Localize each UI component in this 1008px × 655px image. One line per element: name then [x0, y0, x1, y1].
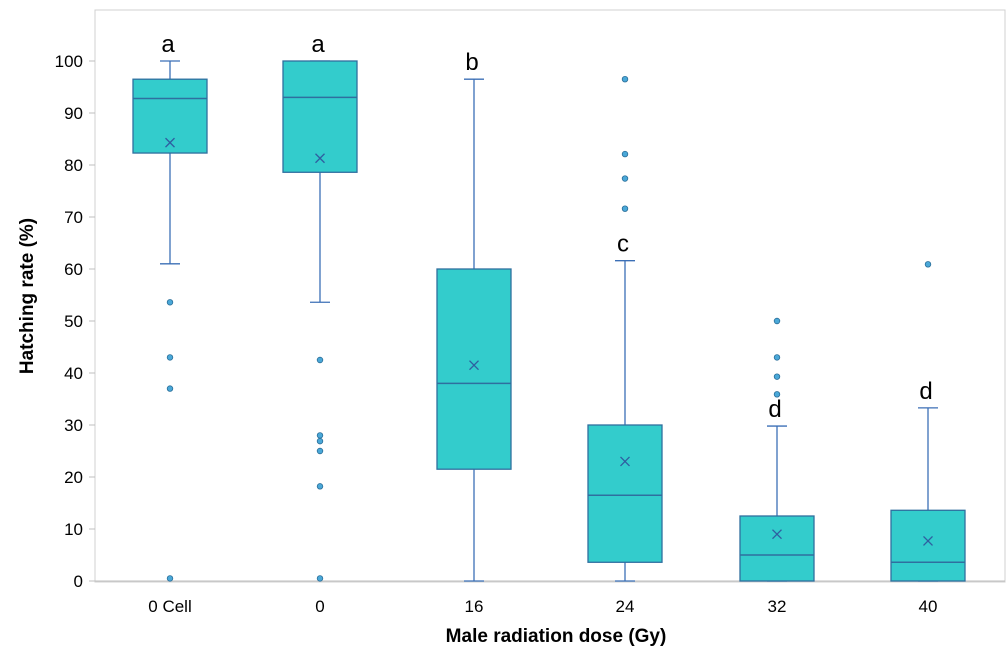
- outlier-point: [316, 356, 324, 364]
- box-group-6: d: [890, 261, 966, 582]
- outlier-point: [773, 354, 781, 361]
- mean-marker: [923, 536, 933, 546]
- outlier-point: [166, 575, 174, 582]
- x-tick-label: 24: [616, 597, 635, 616]
- outlier-point: [773, 317, 781, 325]
- box-group-4: c: [587, 75, 663, 582]
- mean-marker-stroke: [469, 360, 479, 371]
- outlier-point: [773, 391, 781, 398]
- box: [890, 509, 966, 582]
- y-tick-label: 30: [64, 416, 83, 435]
- box-group-5: d: [739, 317, 815, 582]
- mean-marker-stroke: [772, 529, 782, 540]
- box: [739, 515, 815, 582]
- outlier-point: [316, 432, 324, 439]
- box-group-3: b: [436, 49, 512, 582]
- mean-marker-stroke: [620, 456, 630, 467]
- significance-letter: d: [919, 378, 932, 405]
- outlier-point: [621, 175, 629, 182]
- mean-marker: [165, 137, 175, 148]
- x-axis-title: Male radiation dose (Gy): [446, 626, 667, 647]
- box: [132, 78, 208, 154]
- outlier-point: [924, 261, 932, 268]
- y-tick-label: 80: [64, 156, 83, 175]
- significance-letter: a: [161, 31, 175, 58]
- significance-letter: c: [617, 231, 629, 258]
- outlier-point: [316, 437, 324, 445]
- y-tick-label: 10: [64, 520, 83, 539]
- significance-letter: d: [768, 396, 781, 423]
- y-tick-label: 70: [64, 208, 83, 227]
- significance-letter: a: [311, 31, 325, 58]
- y-tick-label: 90: [64, 104, 83, 123]
- outlier-point: [166, 354, 174, 361]
- outlier-point: [166, 385, 174, 392]
- outlier-point: [621, 205, 629, 212]
- mean-marker: [469, 360, 479, 371]
- plot-frame: [94, 9, 1006, 583]
- x-tick-label: 32: [768, 597, 787, 616]
- mean-marker-stroke: [315, 153, 325, 164]
- mean-marker: [315, 153, 325, 164]
- y-tick-label: 100: [55, 52, 83, 71]
- outlier-point: [621, 75, 629, 83]
- x-tick-label: 40: [919, 597, 938, 616]
- y-tick-label: 0: [74, 572, 83, 591]
- outlier-point: [773, 373, 781, 380]
- y-axis: 0 10 20 30 40 50 60 70 80 90 100: [55, 52, 95, 591]
- box-group-2: a: [282, 31, 358, 582]
- mean-marker-stroke: [923, 536, 933, 546]
- x-tick-label: 16: [465, 597, 484, 616]
- outlier-point: [316, 483, 324, 490]
- x-axis: 0 Cell 0 16 24 32 40: [95, 580, 1005, 616]
- y-tick-label: 50: [64, 312, 83, 331]
- mean-marker-stroke: [165, 137, 175, 148]
- outlier-point: [316, 447, 324, 455]
- box-series: a a b c d d: [132, 31, 966, 582]
- y-tick-label: 20: [64, 468, 83, 487]
- box: [282, 60, 358, 173]
- significance-letter: b: [465, 49, 478, 76]
- box-group-1: a: [132, 31, 208, 582]
- box: [587, 424, 663, 563]
- x-tick-label: 0: [315, 597, 324, 616]
- y-axis-title: Hatching rate (%): [17, 218, 38, 374]
- x-tick-label: 0 Cell: [148, 597, 191, 616]
- mean-marker: [772, 529, 782, 540]
- outlier-point: [316, 575, 324, 582]
- y-tick-label: 40: [64, 364, 83, 383]
- box: [436, 268, 512, 470]
- outlier-point: [166, 299, 174, 306]
- y-tick-label: 60: [64, 260, 83, 279]
- outlier-point: [621, 150, 629, 158]
- mean-marker: [620, 456, 630, 467]
